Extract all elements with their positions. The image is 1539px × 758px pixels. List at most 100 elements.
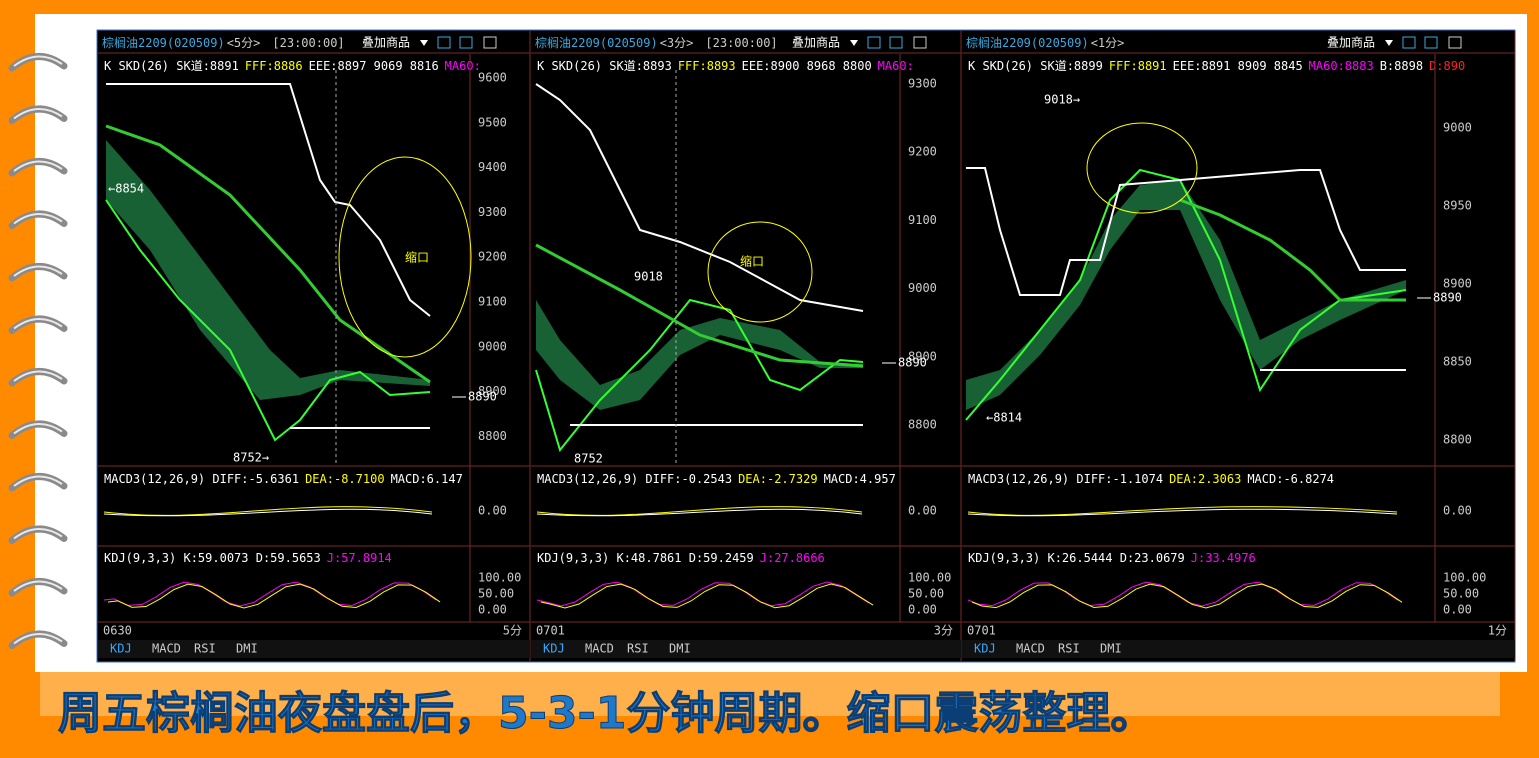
price-line — [965, 168, 1407, 421]
tab[interactable]: KDJ — [543, 642, 565, 656]
legend-item: MACD3(12,26,9) DIFF:-1.1074 — [968, 472, 1163, 486]
binding-ring-hl — [13, 370, 63, 382]
price-axis-label: 8800 — [908, 418, 937, 432]
annotation: 9018→ — [1044, 93, 1080, 107]
kdj-line — [536, 581, 870, 607]
binding-ring-hl — [13, 528, 63, 540]
kdj-axis: 100.00 — [908, 571, 951, 585]
legend-item: EEE:8900 8968 8800 — [742, 59, 872, 73]
channel-line — [106, 83, 431, 317]
toolbar-icon[interactable] — [459, 36, 473, 49]
toolbar-icon[interactable] — [867, 36, 881, 49]
price-axis-label: 9500 — [478, 115, 507, 129]
price-axis-label: 9200 — [908, 145, 937, 159]
legend-item: MACD:4.957 — [824, 472, 896, 486]
legend-item: J:57.8914 — [327, 551, 392, 565]
last-price: 8890 — [468, 390, 497, 404]
binding-ring-hl — [13, 265, 63, 277]
legend-item: KDJ(9,3,3) K:48.7861 D:59.2459 — [537, 551, 754, 565]
kdj-axis: 100.00 — [478, 571, 521, 585]
date-label: 0630 — [103, 624, 132, 638]
legend-item: KDJ(9,3,3) K:26.5444 D:23.0679 — [968, 551, 1185, 565]
legend-item: MA60: — [878, 59, 914, 73]
tab[interactable]: DMI — [236, 642, 258, 656]
toolbar-icon[interactable] — [1402, 36, 1416, 49]
dropdown-arrow — [850, 40, 858, 46]
tab[interactable]: RSI — [194, 642, 216, 656]
kdj-legend: KDJ(9,3,3) K:48.7861 D:59.2459 J:27.8666 — [537, 551, 825, 565]
binding-ring-hl — [13, 55, 63, 67]
tab[interactable]: RSI — [627, 642, 649, 656]
kdj-axis: 0.00 — [478, 603, 507, 617]
binding-ring-hl — [13, 318, 63, 330]
band — [106, 140, 430, 400]
channel-line — [966, 167, 1406, 296]
kdj-axis: 50.00 — [478, 587, 514, 601]
price-axis-label: 9400 — [478, 160, 507, 174]
tab-bar — [98, 640, 530, 658]
macd-legend: MACD3(12,26,9) DIFF:-0.2543 DEA:-2.7329 MA… — [537, 472, 896, 486]
tab[interactable]: RSI — [1058, 642, 1080, 656]
macd-axis: 0.00 — [1443, 504, 1472, 518]
legend-item: K SKD(26) SK道:8893 — [537, 59, 672, 73]
price-axis-label: 9100 — [478, 295, 507, 309]
panel-header: 棕榈油2209(020509) <1分> — [966, 35, 1124, 50]
macd-legend: MACD3(12,26,9) DIFF:-5.6361 DEA:-8.7100 MA… — [104, 472, 463, 486]
macd-line — [103, 506, 433, 516]
price-axis-label: 8850 — [1443, 355, 1472, 369]
toolbar-icon[interactable] — [1424, 36, 1438, 49]
kdj-line-2 — [107, 583, 441, 609]
caption: 周五棕榈油夜盘盘后，5-3-1分钟周期。缩口震荡整理。 — [58, 688, 1154, 739]
macd-axis: 0.00 — [908, 504, 937, 518]
toolbar-icon[interactable] — [1448, 36, 1462, 49]
kdj-line — [103, 581, 437, 607]
legend-item: J:27.8666 — [760, 551, 825, 565]
legend-item: EEE:8897 9069 8816 — [309, 59, 439, 73]
price-axis-label: 8950 — [1443, 199, 1472, 213]
toolbar-icon[interactable] — [437, 36, 451, 49]
macd-line-2 — [536, 508, 863, 517]
price-axis-label: 8800 — [1443, 433, 1472, 447]
toolbar-icon[interactable] — [483, 36, 497, 49]
annotation: 8752→ — [233, 451, 269, 465]
price-axis-label: 8900 — [478, 384, 507, 398]
binding-ring-hl — [13, 475, 63, 487]
legend-item: MACD3(12,26,9) DIFF:-0.2543 — [537, 472, 732, 486]
kdj-legend: KDJ(9,3,3) K:26.5444 D:23.0679 J:33.4976 — [968, 551, 1256, 565]
time: [23:00:00] — [705, 36, 777, 50]
dropdown-arrow — [420, 40, 428, 46]
price-axis-label: 8800 — [478, 429, 507, 443]
time: [23:00:00] — [272, 36, 344, 50]
legend-item: DEA:-8.7100 — [305, 472, 384, 486]
ma-line — [535, 243, 864, 368]
highlight-circle — [1086, 122, 1198, 214]
caption-band — [40, 672, 1500, 716]
legend-item: DEA:2.3063 — [1169, 472, 1241, 486]
tab[interactable]: MACD — [152, 642, 181, 656]
toolbar-icon[interactable] — [889, 36, 903, 49]
symbol: 棕榈油2209(020509) — [966, 35, 1089, 50]
price-axis-label: 9000 — [478, 339, 507, 353]
tab[interactable]: DMI — [1100, 642, 1122, 656]
kdj-line-2 — [540, 583, 874, 609]
toolbar-icon[interactable] — [913, 36, 927, 49]
legend-item: J:33.4976 — [1191, 551, 1256, 565]
tab[interactable]: MACD — [585, 642, 614, 656]
price-axis-label: 9200 — [478, 250, 507, 264]
binding-ring-hl — [13, 108, 63, 120]
overlay-menu: 叠加商品 — [1327, 35, 1375, 50]
legend-item: B:8898 — [1380, 59, 1423, 73]
tab[interactable]: MACD — [1016, 642, 1045, 656]
tab[interactable]: KDJ — [110, 642, 132, 656]
date-label: 0701 — [967, 624, 996, 638]
channel-line — [535, 83, 864, 312]
kdj-line-2 — [971, 583, 1403, 609]
binding-ring-hl — [13, 160, 63, 172]
last-price: 8890 — [1433, 291, 1462, 305]
tab[interactable]: DMI — [669, 642, 691, 656]
last-price: 8890 — [898, 356, 927, 370]
price-axis-label: 9300 — [478, 205, 507, 219]
tab[interactable]: KDJ — [974, 642, 996, 656]
overlay-menu: 叠加商品 — [362, 35, 410, 50]
symbol: 棕榈油2209(020509) — [535, 35, 658, 50]
